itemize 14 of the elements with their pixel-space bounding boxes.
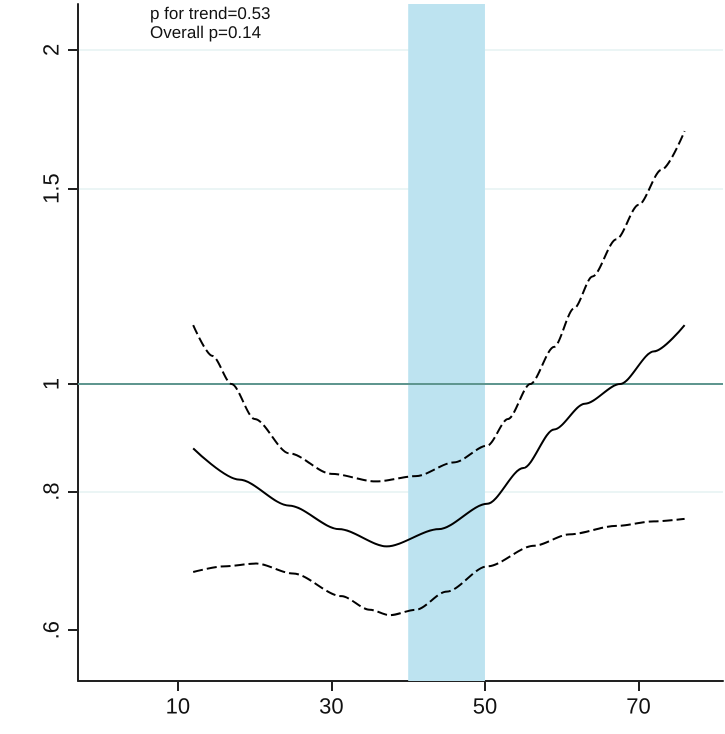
y-tick-label: .6 bbox=[38, 621, 64, 640]
line-series bbox=[192, 518, 686, 616]
y-tick-label: 2 bbox=[38, 44, 64, 56]
y-tick-label: 1 bbox=[38, 378, 64, 390]
annotation: Overall p=0.14 bbox=[150, 23, 262, 42]
y-tick-label: 1.5 bbox=[38, 173, 64, 204]
x-tick-label: 70 bbox=[626, 694, 651, 718]
x-tick-label: 30 bbox=[319, 694, 344, 718]
y-tick-label: .8 bbox=[38, 482, 64, 501]
x-tick-label: 10 bbox=[166, 694, 190, 718]
line-series bbox=[192, 130, 686, 482]
x-tick-label: 50 bbox=[472, 694, 498, 718]
annotation: p for trend=0.53 bbox=[150, 4, 271, 23]
line-series bbox=[192, 324, 686, 548]
